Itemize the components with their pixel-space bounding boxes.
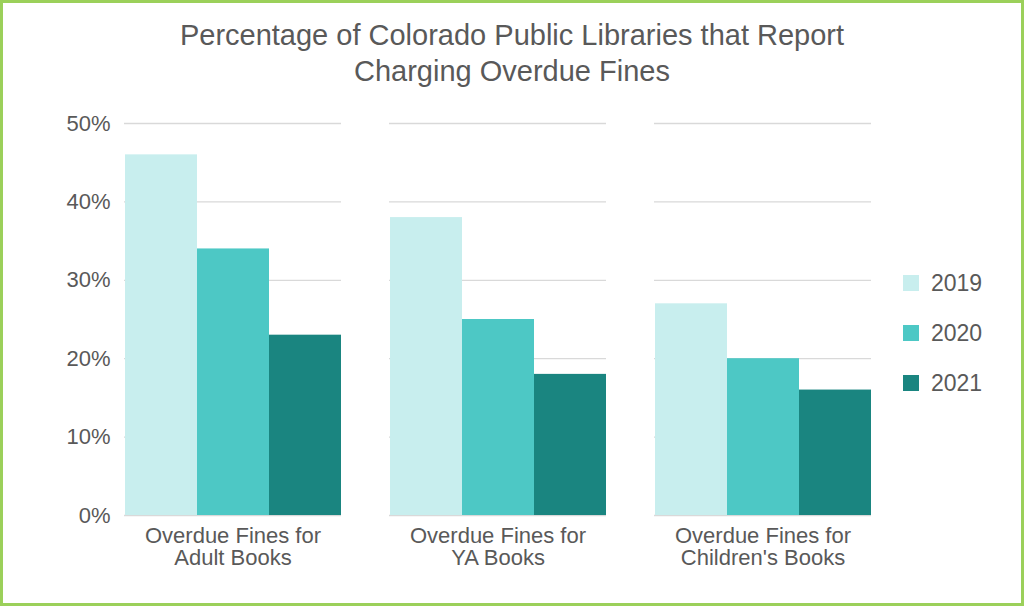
svg-text:50%: 50% xyxy=(66,111,110,136)
html-text:2020: 2020 xyxy=(931,319,983,346)
svg-text:30%: 30% xyxy=(66,267,110,292)
svg-text:40%: 40% xyxy=(66,189,110,214)
svg-text:0%: 0% xyxy=(79,503,111,528)
html-text:Percentage of Colorado Public: Percentage of Colorado Public Libraries … xyxy=(179,19,845,87)
svg-text:10%: 10% xyxy=(66,424,110,449)
html-text:2021: 2021 xyxy=(931,369,983,396)
svg-text:Overdue Fines forChildren's Bo: Overdue Fines forChildren's Books xyxy=(675,523,851,570)
svg-text:Overdue Fines forYA Books: Overdue Fines forYA Books xyxy=(410,523,586,570)
html-text:2019: 2019 xyxy=(931,269,983,296)
svg-text:20%: 20% xyxy=(66,346,110,371)
svg-text:Overdue Fines forAdult Books: Overdue Fines forAdult Books xyxy=(145,523,321,570)
